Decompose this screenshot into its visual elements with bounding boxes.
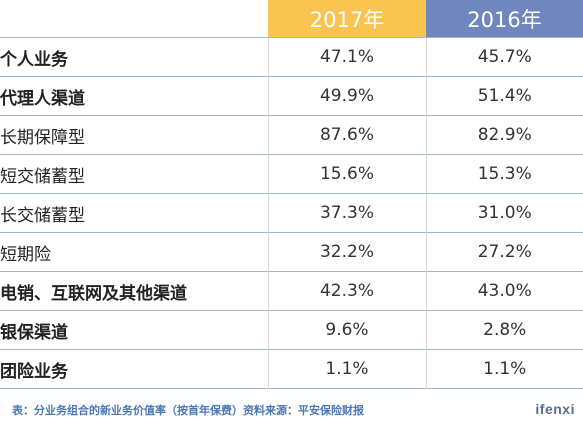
value-2016: 27.2% — [425, 232, 583, 272]
value-2016: 45.7% — [425, 37, 583, 77]
value-2017: 37.3% — [267, 193, 426, 233]
row-label: 银保渠道 — [0, 310, 268, 350]
table-row: 短交储蓄型 15.6% 15.3% — [0, 154, 583, 194]
value-rate-table: 2017年 2016年 个人业务 47.1% 45.7% 代理人渠道 49.9%… — [0, 0, 583, 389]
value-2017: 87.6% — [267, 115, 426, 155]
table-row: 短期险 32.2% 27.2% — [0, 232, 583, 272]
row-label: 短交储蓄型 — [0, 154, 268, 194]
table-footer: 表：分业务组合的新业务价值率（按首年保费）资料来源：平安保险财报 ifenxi — [0, 396, 583, 424]
row-label: 个人业务 — [0, 37, 268, 77]
ifenxi-logo: ifenxi — [535, 401, 575, 417]
table-row: 个人业务 47.1% 45.7% — [0, 37, 583, 77]
table-row: 代理人渠道 49.9% 51.4% — [0, 76, 583, 116]
value-2017: 9.6% — [267, 310, 426, 350]
table-row: 电销、互联网及其他渠道 42.3% 43.0% — [0, 271, 583, 311]
row-label: 团险业务 — [0, 349, 268, 389]
value-2016: 15.3% — [425, 154, 583, 194]
value-2017: 49.9% — [267, 76, 426, 116]
row-label: 电销、互联网及其他渠道 — [0, 271, 268, 311]
value-2016: 51.4% — [425, 76, 583, 116]
table-row: 长期保障型 87.6% 82.9% — [0, 115, 583, 155]
table-row: 团险业务 1.1% 1.1% — [0, 349, 583, 389]
table-row: 长交储蓄型 37.3% 31.0% — [0, 193, 583, 233]
row-label: 代理人渠道 — [0, 76, 268, 116]
row-label: 长交储蓄型 — [0, 193, 268, 233]
value-2016: 2.8% — [425, 310, 583, 350]
header-2016: 2016年 — [426, 0, 583, 38]
value-2016: 1.1% — [425, 349, 583, 389]
row-label: 长期保障型 — [0, 115, 268, 155]
table-body: 个人业务 47.1% 45.7% 代理人渠道 49.9% 51.4% 长期保障型… — [0, 37, 583, 389]
value-2016: 82.9% — [425, 115, 583, 155]
value-2017: 15.6% — [267, 154, 426, 194]
value-2016: 31.0% — [425, 193, 583, 233]
row-label: 短期险 — [0, 232, 268, 272]
value-2017: 42.3% — [267, 271, 426, 311]
value-2017: 32.2% — [267, 232, 426, 272]
table-header-row: 2017年 2016年 — [0, 0, 583, 38]
table-row: 银保渠道 9.6% 2.8% — [0, 310, 583, 350]
header-2017: 2017年 — [268, 0, 426, 38]
value-2017: 47.1% — [267, 37, 426, 77]
header-label-cell — [0, 0, 268, 38]
value-2016: 43.0% — [425, 271, 583, 311]
source-caption: 表：分业务组合的新业务价值率（按首年保费）资料来源：平安保险财报 — [12, 404, 364, 417]
value-2017: 1.1% — [267, 349, 426, 389]
